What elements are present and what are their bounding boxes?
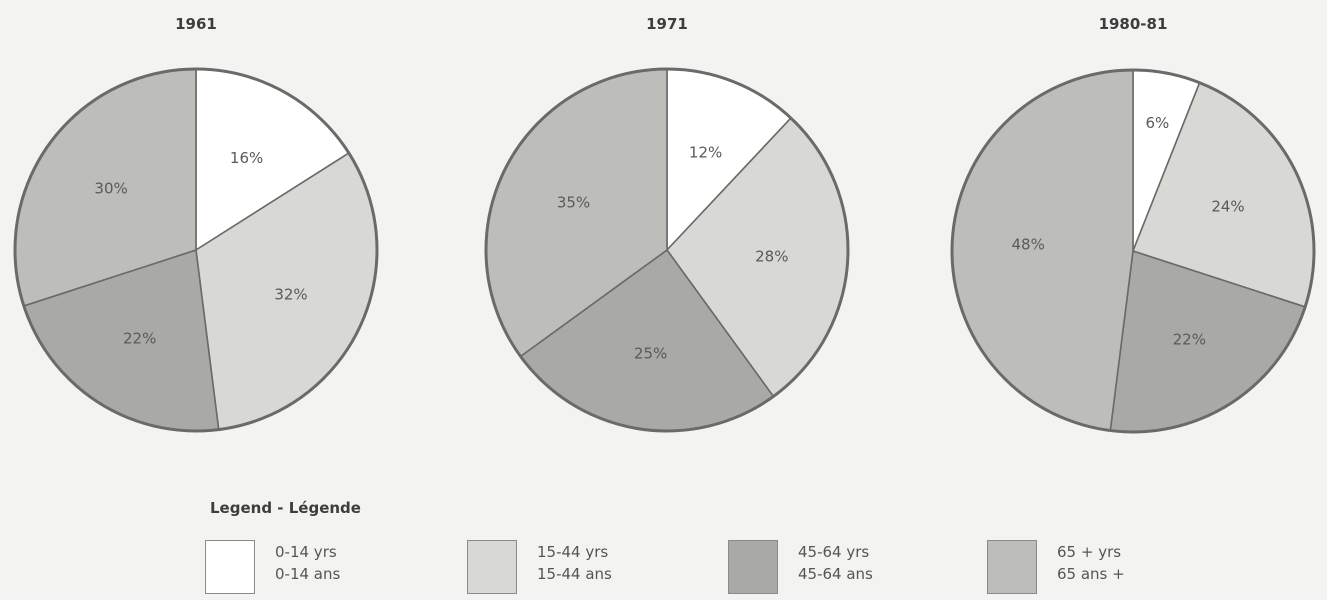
slice-label-15-44: 24% bbox=[1211, 197, 1244, 215]
slice-label-45-64: 22% bbox=[123, 330, 156, 348]
slice-label-0-14: 16% bbox=[230, 149, 263, 167]
legend-swatch-0-14 bbox=[205, 540, 255, 594]
legend-label-en: 0-14 yrs bbox=[275, 543, 337, 561]
pie-title: 1961 bbox=[175, 15, 217, 33]
slice-label-0-14: 6% bbox=[1146, 114, 1170, 132]
slice-label-65+: 48% bbox=[1012, 235, 1045, 253]
legend-title: Legend - Légende bbox=[210, 499, 361, 517]
pie-outline bbox=[13, 67, 379, 433]
pie-outline bbox=[484, 67, 850, 433]
legend-label-fr: 45-64 ans bbox=[798, 565, 873, 583]
legend-label-fr: 15-44 ans bbox=[537, 565, 612, 583]
slice-label-0-14: 12% bbox=[689, 143, 722, 161]
legend-swatch-15-44 bbox=[467, 540, 517, 594]
pie-outline bbox=[950, 68, 1316, 434]
legend-label-65-plus: 65 + yrs 65 ans + bbox=[1057, 541, 1125, 585]
slice-label-65+: 30% bbox=[94, 179, 127, 197]
pie-1980-81: 1980-81 6% 24% 22% 48% bbox=[950, 15, 1316, 434]
slice-label-15-44: 32% bbox=[274, 286, 307, 304]
legend-label-45-64: 45-64 yrs 45-64 ans bbox=[798, 541, 873, 585]
legend-label-fr: 65 ans + bbox=[1057, 565, 1125, 583]
legend-label-fr: 0-14 ans bbox=[275, 565, 341, 583]
slice-label-65+: 35% bbox=[557, 193, 590, 211]
pie-1971: 1971 12% 28% 25% 35% bbox=[484, 15, 850, 433]
legend-swatch-65-plus bbox=[987, 540, 1037, 594]
pie-title: 1980-81 bbox=[1099, 15, 1168, 33]
legend-label-en: 45-64 yrs bbox=[798, 543, 870, 561]
legend-label-15-44: 15-44 yrs 15-44 ans bbox=[537, 541, 612, 585]
pie-1961: 1961 16% 32% 22% 30% bbox=[13, 15, 379, 433]
slice-label-45-64: 22% bbox=[1173, 331, 1206, 349]
pie-title: 1971 bbox=[646, 15, 688, 33]
legend-label-en: 65 + yrs bbox=[1057, 543, 1122, 561]
slice-label-45-64: 25% bbox=[634, 345, 667, 363]
legend-swatch-45-64 bbox=[728, 540, 778, 594]
legend-label-0-14: 0-14 yrs 0-14 ans bbox=[275, 541, 340, 585]
legend-label-en: 15-44 yrs bbox=[537, 543, 609, 561]
slice-label-15-44: 28% bbox=[755, 248, 788, 266]
